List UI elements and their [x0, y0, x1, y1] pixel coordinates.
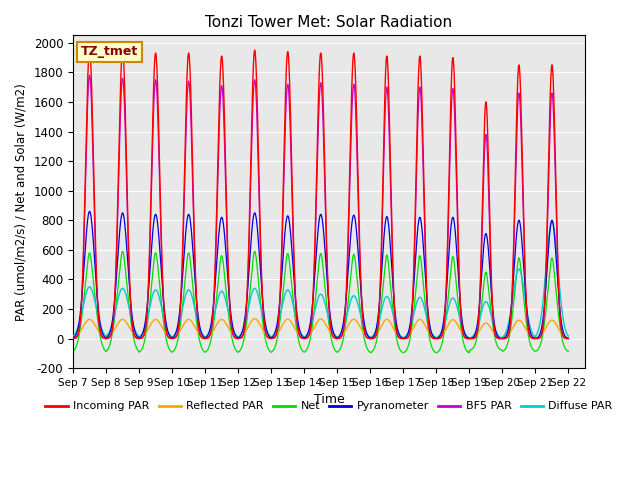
Title: Tonzi Tower Met: Solar Radiation: Tonzi Tower Met: Solar Radiation: [205, 15, 452, 30]
X-axis label: Time: Time: [314, 394, 344, 407]
Text: TZ_tmet: TZ_tmet: [81, 45, 138, 58]
Y-axis label: PAR (umol/m2/s) / Net and Solar (W/m2): PAR (umol/m2/s) / Net and Solar (W/m2): [15, 83, 28, 321]
Legend: Incoming PAR, Reflected PAR, Net, Pyranometer, BF5 PAR, Diffuse PAR: Incoming PAR, Reflected PAR, Net, Pyrano…: [41, 397, 617, 416]
